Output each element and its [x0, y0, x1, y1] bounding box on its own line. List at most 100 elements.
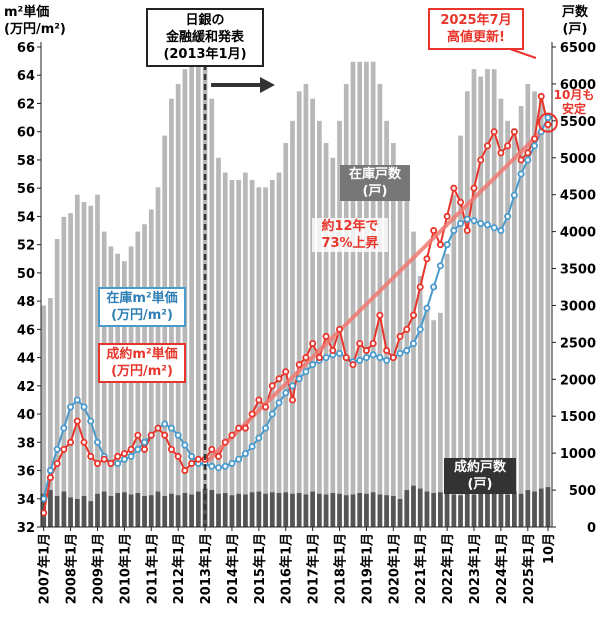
note-text: 安定: [561, 102, 586, 116]
bar: [263, 493, 268, 527]
bar: [209, 490, 215, 527]
point: [430, 283, 438, 291]
bar: [54, 239, 60, 527]
bar: [350, 494, 356, 527]
point: [241, 424, 249, 432]
bar: [108, 246, 114, 527]
point: [483, 221, 491, 229]
note-text: 約12年で: [321, 219, 379, 234]
bar: [61, 491, 67, 527]
y2-tick-label: 2000: [560, 373, 596, 388]
point: [188, 452, 196, 460]
x-tick-label: 2012年1月: [171, 533, 187, 604]
point: [93, 459, 101, 467]
y2-tick-label: 1000: [560, 447, 596, 462]
bar: [88, 501, 94, 527]
point: [255, 396, 263, 404]
bar: [505, 120, 510, 527]
point: [282, 368, 290, 376]
point: [309, 339, 317, 347]
bar: [115, 253, 121, 527]
bar: [249, 492, 255, 527]
point: [531, 142, 539, 150]
point: [114, 459, 122, 467]
x-tick-label: 2021年1月: [413, 533, 429, 604]
point: [215, 464, 223, 472]
point: [497, 149, 505, 157]
bar: [491, 492, 497, 527]
point: [288, 382, 296, 390]
bar: [169, 493, 174, 527]
point: [389, 354, 397, 362]
bar: [417, 275, 423, 527]
point: [362, 354, 370, 362]
bar: [216, 157, 221, 527]
y2-tick-label: 500: [569, 484, 596, 499]
point: [490, 224, 498, 232]
x-tick-label: 2016年1月: [279, 533, 295, 604]
bar: [195, 61, 201, 528]
bar: [498, 98, 504, 527]
point: [315, 354, 323, 362]
point: [134, 445, 142, 453]
bar: [68, 497, 73, 527]
point: [531, 135, 539, 143]
callout: [509, 48, 537, 59]
y-tick-label: 56: [17, 182, 35, 197]
bar: [511, 491, 517, 527]
point: [524, 149, 532, 157]
y-axis-title: m²単価 (万円/m²): [4, 4, 84, 38]
point: [228, 459, 236, 467]
point: [322, 332, 330, 340]
point: [322, 354, 330, 362]
bar: [458, 495, 463, 527]
lines: [42, 96, 549, 514]
bar: [525, 490, 531, 527]
bar: [122, 261, 127, 527]
point: [181, 441, 189, 449]
bar: [464, 91, 470, 528]
point: [295, 361, 303, 369]
point: [127, 452, 135, 460]
x-tick-label: 2024年1月: [494, 533, 510, 604]
y2-tick-label: 0: [587, 521, 596, 536]
bar: [148, 495, 154, 527]
bar: [108, 495, 114, 527]
point: [67, 438, 75, 446]
y2-tick-label: 5000: [560, 152, 596, 167]
x-tick-label: 2018年1月: [333, 533, 349, 604]
bar: [283, 492, 289, 527]
bar: [498, 493, 504, 527]
legend-text: 成約戸数: [453, 460, 506, 475]
bar: [444, 253, 450, 527]
point: [544, 121, 552, 129]
bar: [491, 69, 497, 528]
point: [477, 156, 485, 164]
bar: [283, 143, 289, 527]
y-label: (万円/m²): [4, 22, 66, 37]
bar: [370, 492, 376, 527]
bar: [458, 135, 463, 527]
y-tick-label: 48: [17, 295, 35, 310]
bar: [350, 61, 356, 528]
bar: [68, 213, 73, 527]
point: [295, 375, 303, 383]
point: [450, 184, 458, 192]
point: [282, 389, 290, 397]
points: [40, 92, 552, 517]
bar: [538, 98, 544, 527]
bar: [303, 83, 309, 527]
point: [141, 438, 149, 446]
trend-line: [203, 130, 543, 465]
y2-tick-label: 1500: [560, 410, 596, 425]
bar: [310, 491, 315, 527]
y2-label: (戸): [562, 22, 588, 37]
point: [262, 424, 270, 432]
x-tick-label: 2014年1月: [225, 533, 241, 604]
point: [100, 455, 108, 463]
bar: [377, 83, 383, 527]
point: [228, 431, 236, 439]
y-tick-label: 44: [17, 352, 35, 367]
bar: [48, 298, 53, 527]
point: [255, 434, 263, 442]
